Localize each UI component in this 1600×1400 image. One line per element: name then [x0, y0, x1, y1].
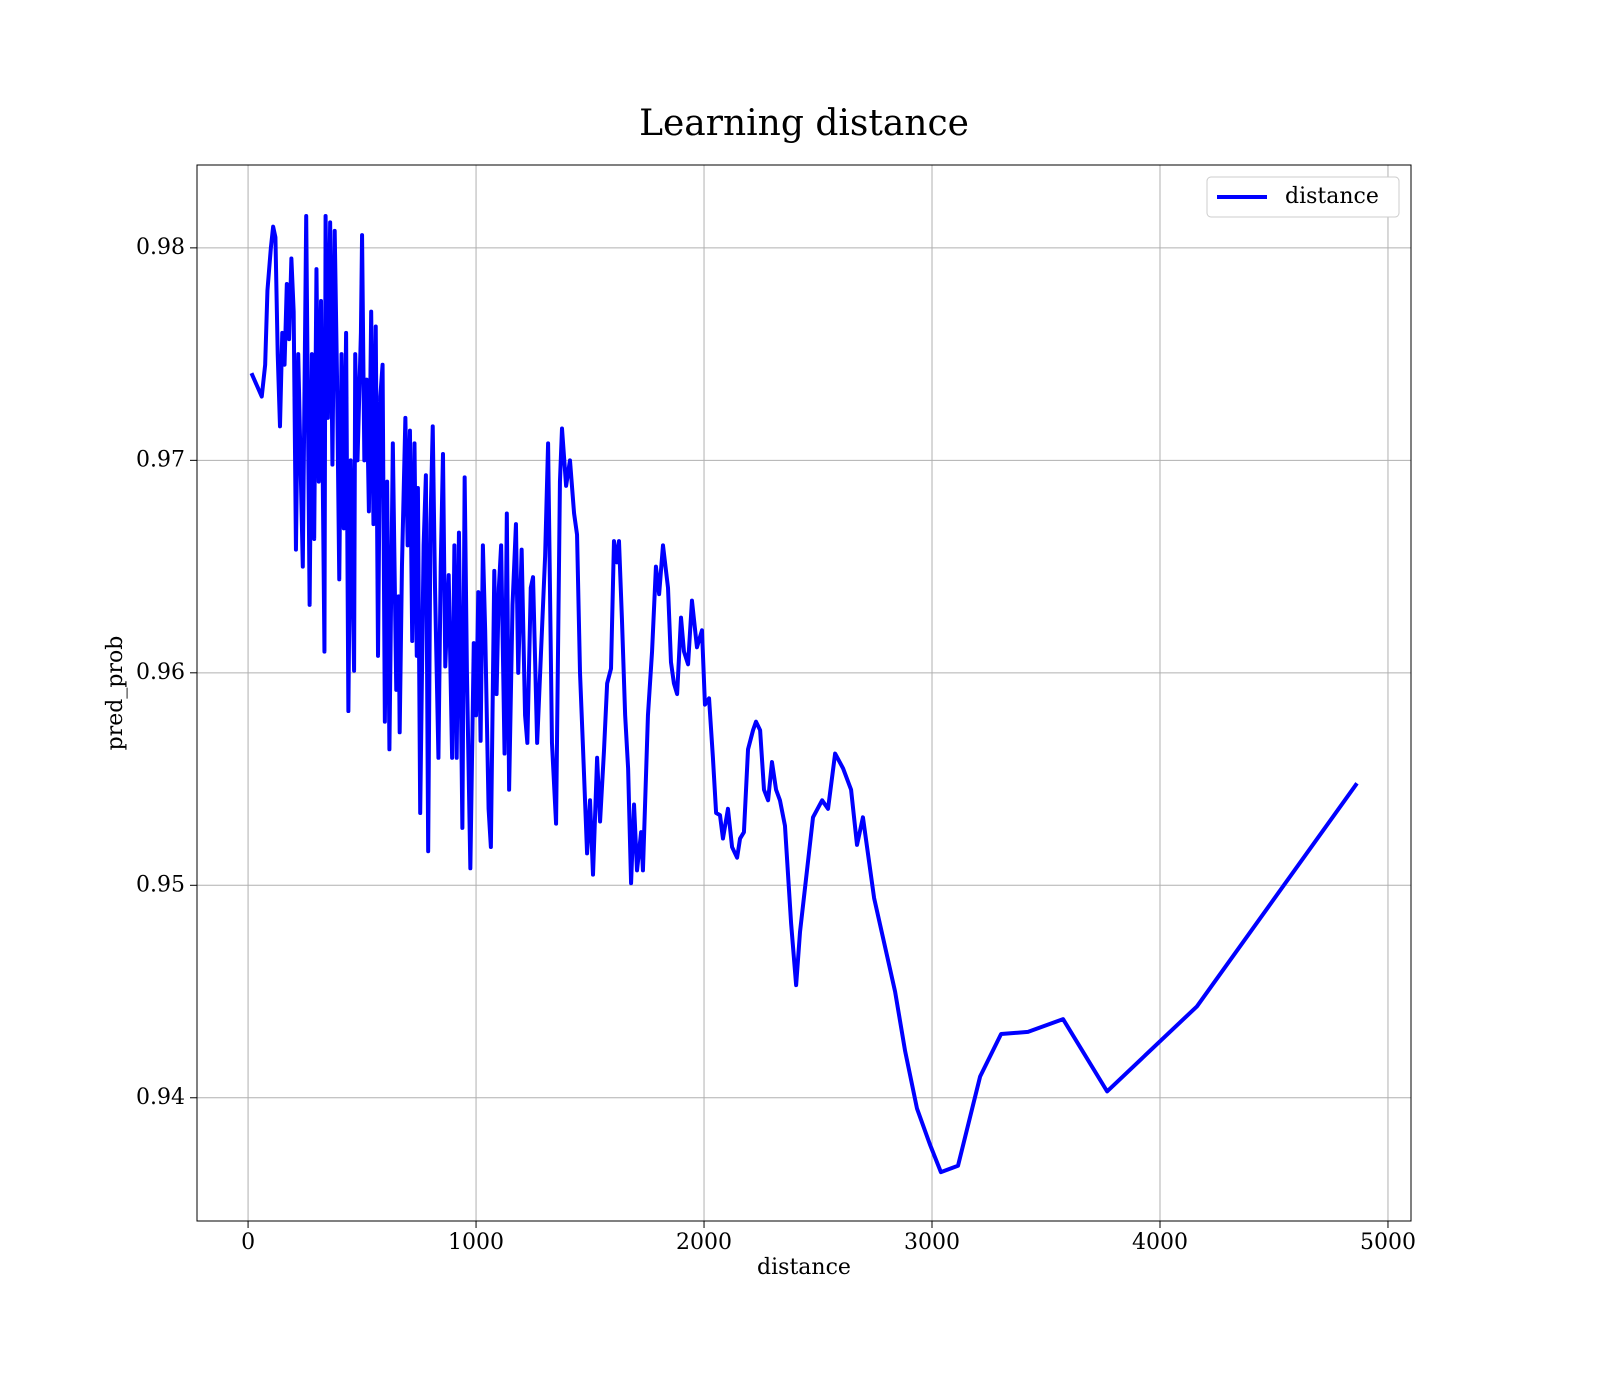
x-tick-label: 4000 — [1132, 1230, 1188, 1255]
plot-frame — [196, 164, 1412, 1222]
y-axis-label: pred_prob — [103, 636, 128, 751]
x-axis-label: distance — [757, 1255, 851, 1280]
legend-box — [1206, 176, 1400, 218]
legend-label: distance — [1285, 184, 1379, 209]
chart-title: Learning distance — [639, 103, 969, 144]
x-tick-label: 0 — [241, 1230, 255, 1255]
y-tick-label: 0.95 — [136, 872, 185, 897]
y-tick-label: 0.98 — [136, 235, 185, 260]
x-tick-label: 1000 — [448, 1230, 504, 1255]
x-tick-label: 5000 — [1360, 1230, 1416, 1255]
x-tick-label: 3000 — [904, 1230, 960, 1255]
y-tick-label: 0.97 — [136, 447, 185, 472]
y-tick-label: 0.96 — [136, 660, 185, 685]
y-tick-label: 0.94 — [136, 1085, 185, 1110]
x-tick-label: 2000 — [676, 1230, 732, 1255]
line-series — [249, 213, 1359, 1175]
